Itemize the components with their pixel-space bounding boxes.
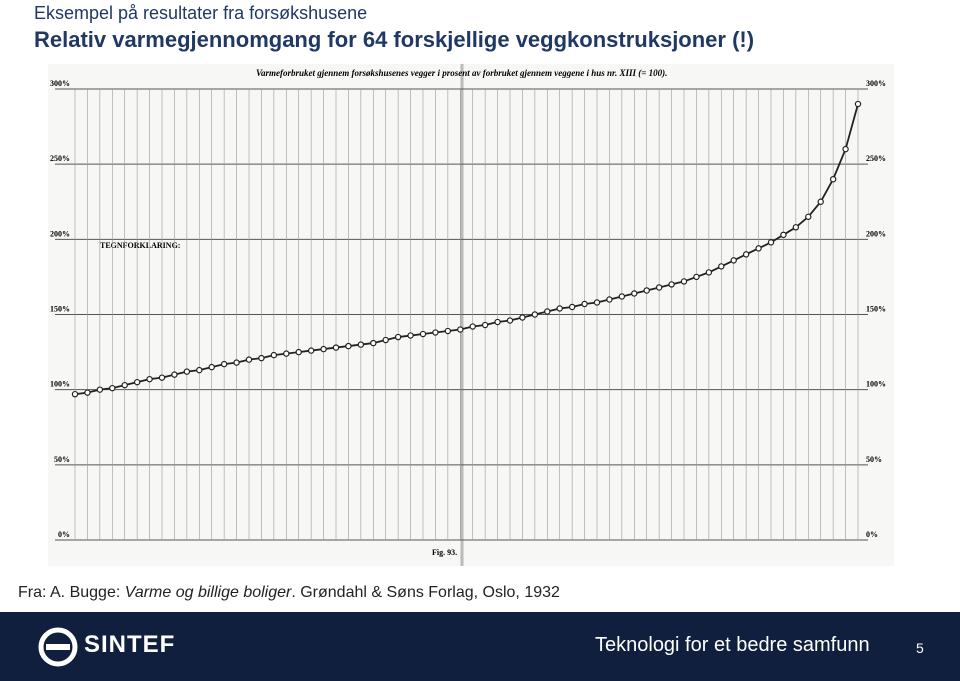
y-tick-label-right: 50% — [866, 455, 882, 464]
y-tick-label-right: 300% — [866, 79, 886, 88]
data-point — [419, 330, 427, 338]
data-point — [631, 290, 638, 297]
data-point — [742, 251, 750, 258]
data-point — [121, 381, 128, 389]
data-point — [544, 308, 551, 315]
figure-title: Varmeforbruket gjennem forsøkshusenes ve… — [256, 68, 667, 78]
data-point — [258, 354, 265, 362]
y-tick-label: 200% — [50, 229, 70, 238]
data-point — [767, 239, 775, 246]
data-point — [705, 269, 713, 276]
footer: SINTEF Teknologi for et bedre samfunn 5 — [0, 612, 960, 681]
data-point — [320, 345, 327, 353]
data-point — [668, 281, 675, 288]
data-point — [196, 366, 203, 374]
data-point — [84, 389, 91, 396]
y-tick-label-right: 200% — [866, 229, 886, 238]
data-point — [655, 284, 663, 291]
data-point — [755, 245, 762, 252]
data-point — [394, 333, 402, 341]
data-point — [96, 386, 104, 393]
y-tick-label: 50% — [54, 455, 70, 464]
data-point — [730, 257, 737, 264]
data-point — [817, 198, 824, 205]
data-point — [382, 336, 389, 344]
data-point — [133, 378, 141, 386]
tagline: Teknologi for et bedre samfunn — [595, 634, 870, 656]
data-point — [208, 363, 215, 371]
data-point — [854, 100, 862, 108]
y-tick-label-right: 100% — [866, 380, 886, 389]
data-point — [146, 375, 153, 383]
y-tick-label: 150% — [50, 305, 70, 314]
data-point — [693, 273, 700, 281]
data-point — [357, 341, 365, 348]
data-point — [581, 300, 588, 308]
figure-caption: Fig. 93. — [432, 548, 457, 557]
data-point — [283, 350, 290, 357]
data-point — [295, 348, 302, 356]
series-line — [74, 103, 859, 396]
data-point — [109, 384, 116, 392]
data-point — [805, 213, 812, 220]
data-point — [556, 305, 563, 312]
data-point — [469, 323, 476, 330]
y-tick-label-right: 0% — [866, 530, 878, 539]
data-point — [829, 175, 837, 183]
data-point — [332, 344, 340, 351]
data-point — [780, 231, 787, 239]
data-point — [593, 299, 601, 306]
data-point — [444, 327, 452, 335]
data-point — [270, 351, 278, 359]
data-point — [606, 296, 613, 303]
data-point — [531, 311, 539, 318]
y-tick-label: 0% — [58, 530, 70, 539]
data-point — [842, 145, 849, 153]
legend-title: TEGNFORKLARING: — [100, 241, 180, 250]
data-point — [457, 326, 464, 333]
data-point — [718, 263, 725, 270]
logo-icon — [38, 627, 78, 667]
logo: SINTEF — [84, 631, 176, 658]
data-point — [245, 356, 253, 363]
data-point — [506, 317, 514, 324]
source: Fra: A. Bugge: Varme og billige boliger.… — [18, 584, 560, 602]
data-point — [171, 371, 178, 378]
data-point — [568, 303, 576, 311]
data-point — [618, 293, 626, 300]
data-point — [407, 332, 414, 339]
source-rest: . Grøndahl & Søns Forlag, Oslo, 1932 — [291, 584, 560, 601]
data-point — [432, 329, 439, 336]
data-point — [519, 314, 526, 321]
y-tick-label: 250% — [50, 154, 70, 163]
title: Relativ varmegjennomgang for 64 forskjel… — [34, 27, 755, 52]
data-point — [792, 224, 800, 231]
source-work: Varme og billige boliger — [124, 584, 292, 601]
data-point — [220, 360, 228, 368]
data-point — [494, 318, 501, 326]
data-point — [345, 342, 352, 350]
source-prefix: Fra: A. Bugge: — [18, 584, 125, 601]
subtitle: Eksempel på resultater fra forsøkshusene — [34, 3, 368, 23]
y-tick-label: 100% — [50, 380, 70, 389]
data-point — [183, 368, 191, 375]
page-number: 5 — [916, 640, 924, 656]
data-point — [643, 287, 650, 294]
y-tick-label: 300% — [50, 79, 70, 88]
data-point — [233, 359, 240, 366]
data-point — [71, 390, 79, 398]
data-point — [680, 278, 688, 285]
y-tick-label-right: 250% — [866, 154, 886, 163]
data-point — [158, 374, 166, 381]
data-point — [481, 321, 489, 329]
y-tick-label-right: 150% — [866, 305, 886, 314]
data-point — [370, 339, 377, 347]
data-point — [307, 347, 315, 354]
